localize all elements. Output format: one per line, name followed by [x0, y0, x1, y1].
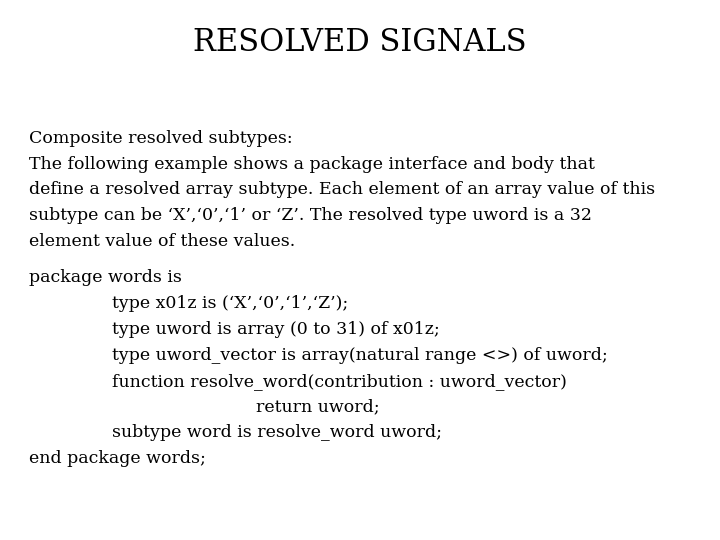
Text: return uword;: return uword; — [256, 399, 379, 415]
Text: Composite resolved subtypes:: Composite resolved subtypes: — [29, 130, 292, 146]
Text: type uword is array (0 to 31) of x01z;: type uword is array (0 to 31) of x01z; — [112, 321, 439, 338]
Text: function resolve_word(contribution : uword_vector): function resolve_word(contribution : uwo… — [112, 373, 567, 389]
Text: RESOLVED SIGNALS: RESOLVED SIGNALS — [193, 27, 527, 58]
Text: subtype can be ‘X’,‘0’,‘1’ or ‘Z’. The resolved type uword is a 32: subtype can be ‘X’,‘0’,‘1’ or ‘Z’. The r… — [29, 207, 592, 224]
Text: subtype word is resolve_word uword;: subtype word is resolve_word uword; — [112, 424, 441, 441]
Text: type uword_vector is array(natural range <>) of uword;: type uword_vector is array(natural range… — [112, 347, 608, 363]
Text: type x01z is (‘X’,‘0’,‘1’,‘Z’);: type x01z is (‘X’,‘0’,‘1’,‘Z’); — [112, 295, 348, 312]
Text: define a resolved array subtype. Each element of an array value of this: define a resolved array subtype. Each el… — [29, 181, 655, 198]
Text: end package words;: end package words; — [29, 450, 206, 467]
Text: element value of these values.: element value of these values. — [29, 233, 295, 250]
Text: The following example shows a package interface and body that: The following example shows a package in… — [29, 156, 595, 172]
Text: package words is: package words is — [29, 269, 181, 286]
